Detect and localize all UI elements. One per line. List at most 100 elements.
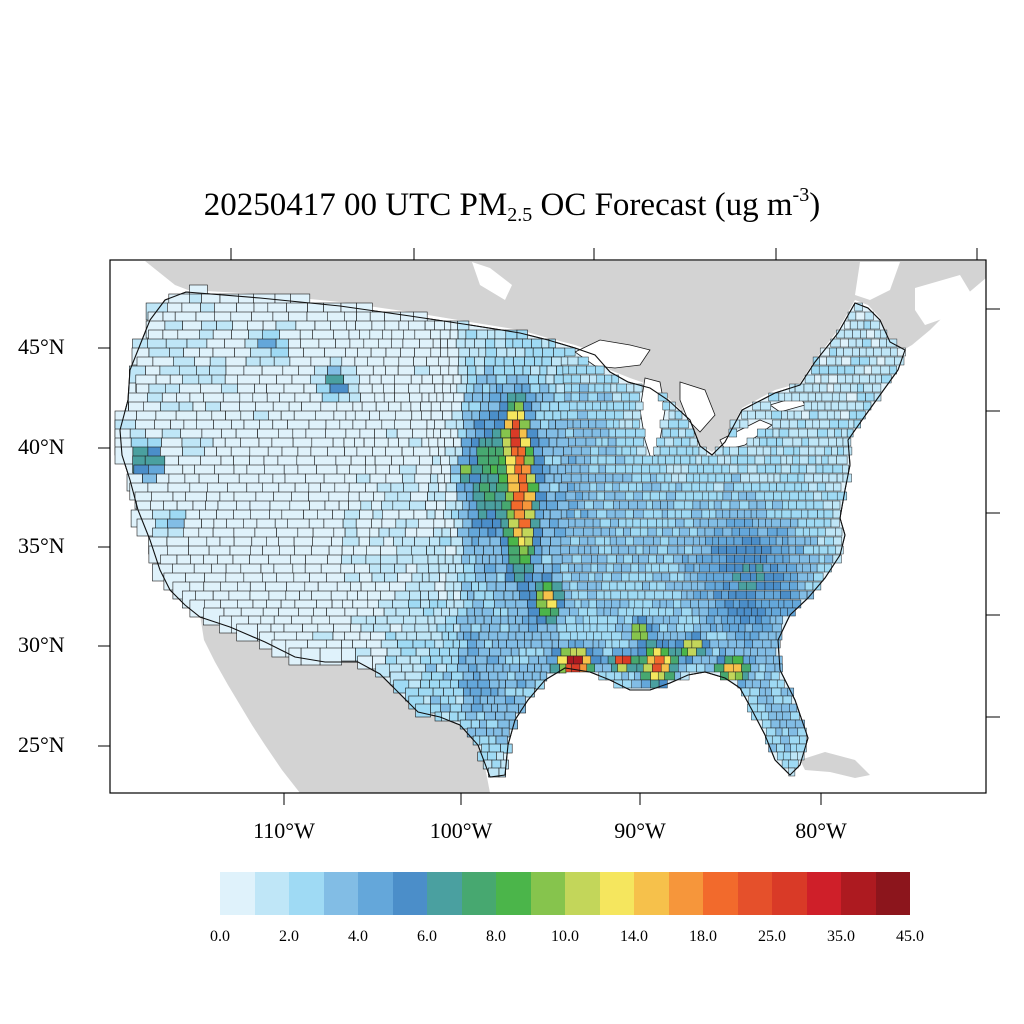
county-cell [768, 482, 777, 492]
county-cell [843, 446, 853, 456]
title-suffix: ) [809, 187, 821, 223]
county-cell [457, 509, 469, 520]
county-cell [663, 655, 671, 665]
county-cell [476, 446, 489, 457]
county-cell [430, 401, 442, 412]
county-cell [692, 655, 702, 665]
county-cell [769, 679, 778, 689]
county-cell [603, 383, 612, 393]
county-cell [560, 356, 569, 366]
county-cell [518, 536, 526, 547]
county-cell [519, 554, 531, 565]
county-cell [446, 663, 458, 674]
county-cell [631, 679, 642, 689]
county-cell [714, 581, 724, 591]
county-cell [484, 365, 494, 376]
county-cell [515, 687, 524, 698]
county-cell [577, 356, 589, 366]
county-cell [592, 518, 601, 528]
county-cell [500, 647, 512, 658]
county-cell [639, 527, 649, 537]
county-cell [697, 581, 706, 591]
county-cell [855, 311, 866, 321]
county-cell [556, 437, 569, 448]
county-cell [774, 554, 784, 564]
county-cell [596, 607, 605, 617]
county-cell [742, 671, 749, 681]
county-cell [476, 711, 485, 722]
county-cell [434, 615, 446, 626]
county-cell [684, 563, 695, 573]
county-cell [837, 446, 845, 456]
county-cell [644, 590, 655, 600]
county-cell [628, 482, 637, 492]
county-cell [668, 482, 677, 492]
county-cell [794, 527, 804, 537]
county-cell [803, 383, 814, 393]
county-cell [755, 563, 764, 573]
county-cell [421, 572, 430, 583]
county-cell [504, 572, 515, 583]
county-cell [518, 623, 529, 634]
county-cell [508, 518, 520, 529]
county-cell [678, 615, 687, 625]
county-cell [542, 527, 555, 538]
county-cell [805, 419, 814, 429]
county-cell [432, 455, 441, 466]
county-cell [480, 473, 489, 484]
county-cell [744, 639, 753, 649]
county-cell [593, 631, 603, 641]
county-cell [494, 419, 506, 430]
county-cell [429, 599, 439, 610]
county-cell [484, 711, 496, 722]
county-cell [539, 607, 551, 618]
county-cell [505, 338, 514, 349]
county-cell [734, 671, 743, 681]
county-cell [494, 329, 507, 340]
county-cell [587, 581, 597, 591]
county-cell [690, 581, 698, 591]
county-cell [743, 482, 752, 492]
county-cell [518, 428, 528, 439]
county-cell [565, 464, 572, 474]
county-cell [813, 473, 823, 483]
county-cell [793, 410, 802, 420]
county-cell [525, 446, 534, 457]
county-cell [503, 590, 514, 601]
county-cell [767, 473, 775, 483]
county-cell [573, 482, 581, 492]
county-cell [551, 455, 562, 466]
county-cell [717, 518, 728, 528]
county-cell [771, 410, 782, 420]
county-cell [514, 671, 524, 682]
county-cell [692, 446, 700, 456]
county-cell [625, 536, 634, 546]
county-cell [828, 437, 837, 447]
county-cell [663, 554, 674, 564]
county-cell [496, 347, 508, 358]
county-cell [489, 647, 502, 658]
county-cell [495, 554, 503, 565]
county-cell [741, 536, 752, 546]
county-cell [604, 599, 612, 609]
county-cell [689, 455, 697, 465]
county-cell [429, 679, 440, 690]
cuba-land [800, 752, 870, 778]
county-cell [553, 392, 566, 403]
county-cell [594, 536, 605, 546]
county-cell [530, 639, 543, 650]
county-cell [666, 464, 675, 474]
county-cell [760, 679, 770, 689]
county-cell [640, 679, 651, 689]
colorbar-tick-label: 0.0 [210, 928, 230, 945]
county-cell [632, 410, 642, 420]
county-cell [776, 482, 786, 492]
county-cell [556, 655, 568, 666]
county-cell [770, 719, 781, 729]
county-cell [846, 428, 854, 438]
county-cell [451, 509, 459, 520]
county-cell [599, 518, 611, 528]
county-cell [453, 687, 464, 698]
county-cell [657, 671, 665, 681]
colorbar-tick-label: 18.0 [689, 928, 717, 945]
